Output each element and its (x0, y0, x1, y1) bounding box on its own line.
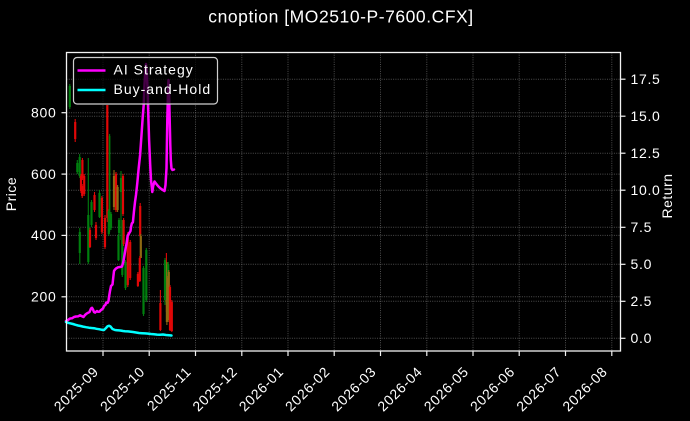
svg-text:Price: Price (3, 177, 19, 211)
svg-text:17.5: 17.5 (631, 71, 661, 87)
svg-text:600: 600 (31, 166, 56, 182)
svg-text:15.0: 15.0 (631, 108, 661, 124)
svg-text:12.5: 12.5 (631, 145, 661, 161)
svg-text:cnoption [MO2510-P-7600.CFX]: cnoption [MO2510-P-7600.CFX] (208, 7, 473, 27)
svg-text:0.0: 0.0 (631, 330, 653, 346)
svg-text:800: 800 (31, 105, 56, 121)
svg-text:7.5: 7.5 (631, 219, 653, 235)
svg-text:AI Strategy: AI Strategy (114, 62, 194, 78)
svg-text:Buy-and-Hold: Buy-and-Hold (114, 81, 212, 97)
svg-text:400: 400 (31, 227, 56, 243)
svg-text:2.5: 2.5 (631, 293, 653, 309)
svg-text:200: 200 (31, 289, 56, 305)
svg-text:10.0: 10.0 (631, 182, 661, 198)
svg-text:5.0: 5.0 (631, 256, 653, 272)
svg-text:Return: Return (659, 173, 675, 218)
